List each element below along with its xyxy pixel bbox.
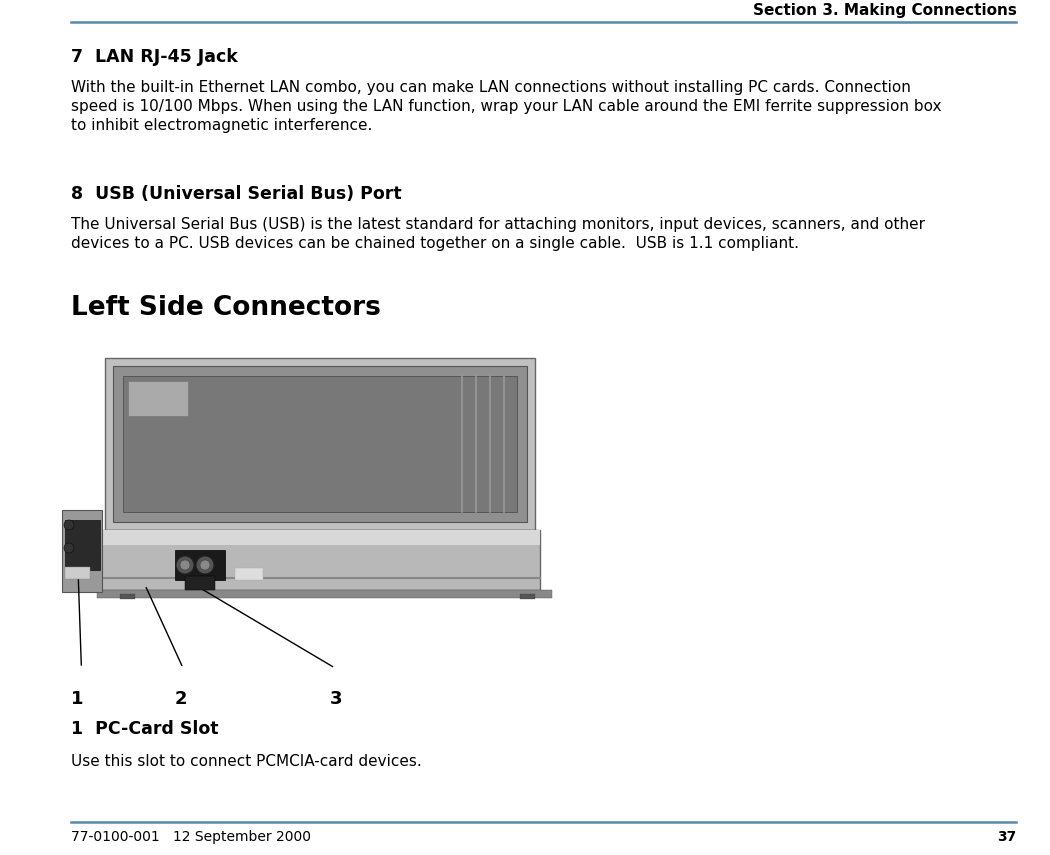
Polygon shape [65,520,100,570]
Text: 3: 3 [330,690,342,708]
Polygon shape [105,358,536,530]
Bar [128,381,188,416]
Text: speed is 10/100 Mbps. When using the LAN function, wrap your LAN cable around th: speed is 10/100 Mbps. When using the LAN… [71,99,942,114]
Bar [520,594,536,599]
Text: 1  PC-Card Slot: 1 PC-Card Slot [71,720,218,738]
Bar [185,576,215,590]
Circle shape [200,560,210,570]
Bar [120,594,135,599]
Circle shape [180,560,190,570]
Text: 37: 37 [998,830,1016,844]
Text: The Universal Serial Bus (USB) is the latest standard for attaching monitors, in: The Universal Serial Bus (USB) is the la… [71,217,925,232]
Text: devices to a PC. USB devices can be chained together on a single cable.  USB is : devices to a PC. USB devices can be chai… [71,236,799,251]
Text: 2: 2 [175,690,188,708]
Text: Use this slot to connect PCMCIA-card devices.: Use this slot to connect PCMCIA-card dev… [71,754,422,769]
Circle shape [176,556,194,574]
Bar [97,590,552,598]
Polygon shape [113,366,527,522]
Text: Section 3. Making Connections: Section 3. Making Connections [753,3,1016,18]
Circle shape [64,543,74,553]
Bar [100,530,540,545]
Bar [175,550,225,580]
Text: With the built-in Ethernet LAN combo, you can make LAN connections without insta: With the built-in Ethernet LAN combo, yo… [71,80,911,95]
Text: Left Side Connectors: Left Side Connectors [71,295,381,321]
Text: to inhibit electromagnetic interference.: to inhibit electromagnetic interference. [71,118,373,133]
Text: 1: 1 [71,690,84,708]
Polygon shape [123,376,517,512]
Polygon shape [62,510,102,592]
Circle shape [196,556,214,574]
Text: 7  LAN RJ-45 Jack: 7 LAN RJ-45 Jack [71,48,238,66]
Circle shape [64,520,74,530]
Text: 77-0100-001   12 September 2000: 77-0100-001 12 September 2000 [71,830,312,844]
Polygon shape [100,530,540,590]
Bar [65,567,90,579]
Bar [235,568,262,580]
Text: 8  USB (Universal Serial Bus) Port: 8 USB (Universal Serial Bus) Port [71,185,402,203]
